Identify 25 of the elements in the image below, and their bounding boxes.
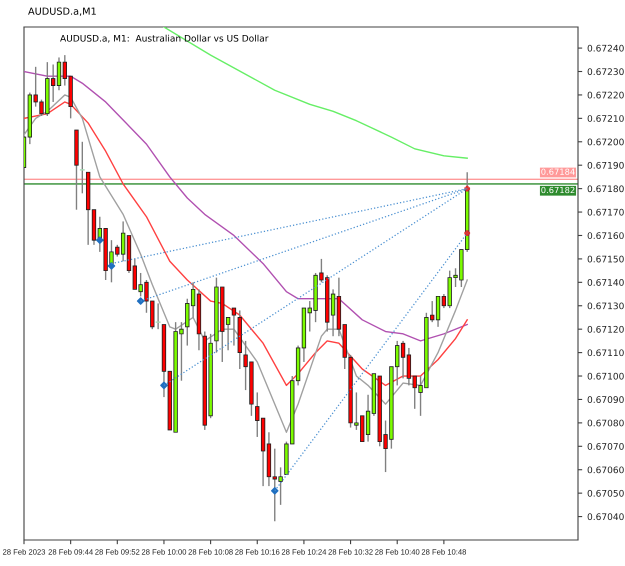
y-tick-label: 0.67240 <box>588 44 624 52</box>
y-tick-label: 0.67230 <box>588 68 624 76</box>
y-tick-label: 0.67100 <box>588 372 624 380</box>
y-tick-label: 0.67080 <box>588 420 624 426</box>
y-tick-label: 0.67160 <box>588 232 624 240</box>
text: AUDUSD.a, M1: Australian Dollar vs US Dollar <box>60 34 268 43</box>
y-tick-label: 0.67060 <box>588 466 624 474</box>
y-tick-label: 0.67190 <box>588 162 624 169</box>
y-tick-label: 0.67210 <box>588 115 624 122</box>
y-tick-label: 0.67150 <box>588 256 624 262</box>
y-tick-label: 0.67070 <box>588 443 624 450</box>
y-tick-label: 0.67130 <box>588 302 624 310</box>
y-tick-label: 0.67200 <box>588 138 624 146</box>
y-tick-label: 0.67180 <box>588 185 624 192</box>
y-tick-label: 0.67040 <box>588 513 624 520</box>
ref-line-label: 0.67182 <box>541 186 574 194</box>
y-tick-label: 0.67110 <box>588 349 624 356</box>
y-tick-label: 0.67220 <box>588 92 624 98</box>
y-tick-label: 0.67050 <box>588 490 624 497</box>
y-tick-label: 0.67140 <box>588 279 624 286</box>
chart-title: AUDUSD.a,M1 <box>28 7 96 16</box>
ref-line-label: 0.67184 <box>541 168 575 175</box>
y-tick-label: 0.67120 <box>588 326 624 333</box>
y-tick-label: 0.67090 <box>588 396 624 404</box>
y-tick-label: 0.67170 <box>588 208 624 216</box>
